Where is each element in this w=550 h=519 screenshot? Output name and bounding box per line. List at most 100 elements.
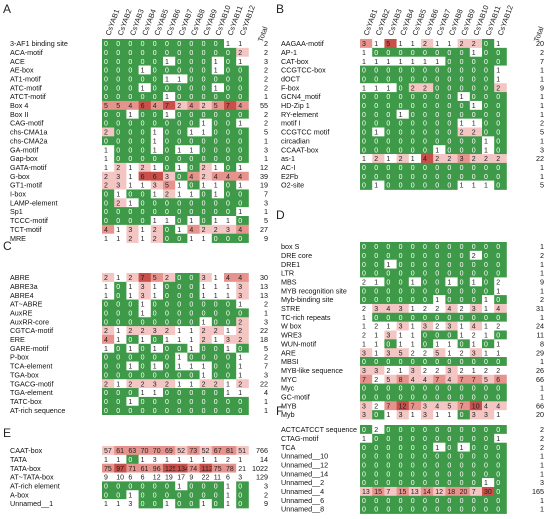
- heatmap-cell: [469, 495, 483, 506]
- row-label: Box II: [10, 110, 28, 119]
- cell-value: 0: [238, 501, 242, 508]
- heatmap-cell: [445, 286, 458, 296]
- heatmap-cell: [360, 401, 373, 411]
- cell-value: 4: [386, 306, 390, 313]
- cell-value: 3: [374, 306, 378, 313]
- heatmap-cell: [457, 295, 471, 305]
- cell-value: 1: [104, 236, 108, 243]
- cell-value: 0: [399, 297, 403, 304]
- heatmap-cell: [421, 92, 434, 102]
- row-total: 1: [540, 101, 544, 110]
- row-label: RY-element: [281, 110, 318, 119]
- cell-value: 0: [128, 59, 132, 66]
- heatmap-cell: [408, 56, 422, 66]
- cell-value: 1: [116, 236, 120, 243]
- cell-value: 0: [423, 507, 427, 514]
- cell-value: 0: [177, 68, 181, 75]
- cell-value: 0: [214, 408, 218, 415]
- cell-value: 0: [496, 103, 500, 110]
- cell-value: 0: [238, 112, 242, 119]
- heatmap-cell: [457, 259, 471, 269]
- heatmap-cell: [199, 171, 213, 181]
- heatmap-cell: [433, 56, 446, 66]
- cell-value: 2: [484, 368, 488, 375]
- cell-value: 1: [165, 218, 169, 225]
- cell-value: 6: [141, 103, 145, 110]
- heatmap-cell: [102, 47, 115, 58]
- cell-value: 0: [104, 41, 108, 48]
- cell-value: 0: [116, 372, 120, 379]
- cell-value: 0: [202, 94, 206, 101]
- heatmap-cell: [150, 499, 164, 509]
- cell-value: 2: [238, 381, 242, 388]
- heatmap-cell: [187, 463, 200, 473]
- heatmap-cell: [421, 74, 434, 84]
- row-label: MRE: [10, 234, 26, 243]
- heatmap-cell: [360, 442, 373, 452]
- cell-value: 0: [128, 390, 132, 397]
- heatmap-cell: [138, 136, 152, 146]
- cell-value: 4: [226, 275, 230, 282]
- cell-value: 1: [226, 346, 230, 353]
- cell-value: 0: [411, 130, 415, 137]
- heatmap-cell: [445, 145, 458, 155]
- heatmap-cell: [469, 295, 483, 305]
- cell-value: 2: [202, 328, 206, 335]
- cell-value: 3: [202, 275, 206, 282]
- cell-value: 2: [435, 156, 439, 163]
- heatmap-cell: [199, 118, 213, 128]
- cell-value: 0: [423, 480, 427, 487]
- cell-value: 1: [214, 85, 218, 92]
- cell-value: 1: [472, 103, 476, 110]
- cell-value: 0: [104, 399, 108, 406]
- cell-value: 7: [460, 377, 464, 384]
- cell-value: 0: [189, 302, 193, 309]
- heatmap-cell: [175, 481, 188, 491]
- heatmap-cell: [408, 425, 422, 435]
- heatmap-cell: [126, 490, 139, 500]
- heatmap-cell: [102, 343, 115, 354]
- cell-value: 2: [128, 381, 132, 388]
- cell-value: 2: [496, 324, 500, 331]
- cell-value: 0: [484, 471, 488, 478]
- heatmap-cell: [150, 273, 164, 283]
- heatmap-cell: [360, 451, 373, 461]
- heatmap-cell: [482, 259, 495, 269]
- cell-value: 1: [214, 284, 218, 291]
- heatmap-row: GATA-motif 1 2 1 2 1 0 1 0 2 1 0 1 12: [10, 162, 268, 173]
- heatmap-cell: [175, 74, 188, 84]
- cell-value: 0: [177, 372, 181, 379]
- cell-value: 0: [484, 59, 488, 66]
- heatmap-cell: [114, 281, 127, 292]
- heatmap-cell: [150, 405, 164, 415]
- panel-letter: C: [3, 239, 12, 253]
- heatmap-cell: [150, 343, 164, 354]
- row-total: 3: [264, 370, 268, 379]
- cell-value: 0: [472, 112, 476, 119]
- row-total: 27: [260, 225, 268, 234]
- heatmap-cell: [396, 478, 410, 488]
- cell-value: 0: [496, 480, 500, 487]
- heatmap-cell: [433, 162, 446, 173]
- heatmap-cell: [396, 154, 410, 164]
- heatmap-cell: [138, 198, 152, 208]
- heatmap-cell: [187, 490, 200, 500]
- cell-value: 0: [116, 41, 120, 48]
- cell-value: 0: [423, 454, 427, 461]
- cell-value: 2: [238, 328, 242, 335]
- heatmap-cell: [150, 472, 164, 482]
- cell-value: 1: [128, 165, 132, 172]
- heatmap-cell: [211, 379, 225, 389]
- cell-value: 71: [128, 466, 136, 473]
- cell-value: 1: [128, 183, 132, 190]
- heatmap-cell: [445, 242, 458, 252]
- heatmap-cell: [421, 171, 434, 181]
- cell-value: 0: [214, 492, 218, 499]
- cell-value: 2: [423, 41, 427, 48]
- heatmap-cell: [408, 451, 422, 461]
- heatmap-cell: [138, 481, 152, 491]
- cell-value: 0: [177, 130, 181, 137]
- heatmap-cell: [199, 83, 213, 93]
- cell-value: 0: [374, 68, 378, 75]
